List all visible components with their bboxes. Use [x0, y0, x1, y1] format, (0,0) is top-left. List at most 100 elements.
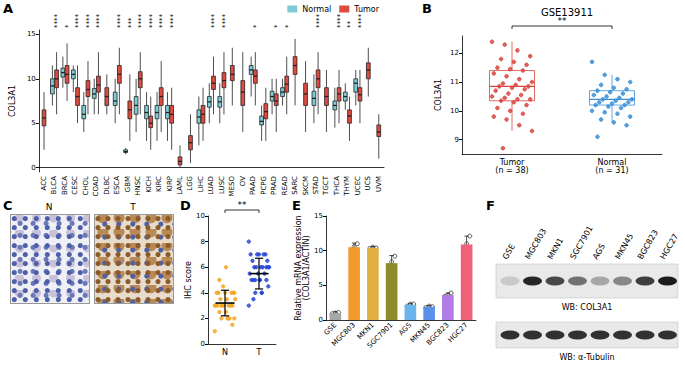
svg-text:BGC823: BGC823: [636, 228, 660, 261]
svg-text:****: ****: [71, 14, 79, 29]
svg-text:15: 15: [27, 30, 36, 38]
svg-text:11: 11: [450, 78, 459, 86]
svg-text:2: 2: [201, 314, 205, 322]
svg-text:TGCT: TGCT: [322, 175, 330, 196]
svg-text:HGC27: HGC27: [447, 321, 470, 344]
svg-text:READ: READ: [281, 176, 289, 195]
svg-text:CESC: CESC: [71, 176, 79, 195]
svg-text:GSE13911: GSE13911: [541, 7, 593, 18]
svg-text:DLBC: DLBC: [103, 176, 111, 195]
svg-text:UCS: UCS: [364, 175, 372, 190]
svg-text:GSE: GSE: [501, 242, 517, 261]
svg-text:MGC803: MGC803: [523, 227, 548, 261]
svg-text:PAAD: PAAD: [249, 176, 257, 195]
svg-text:LIHC: LIHC: [197, 176, 205, 192]
svg-text:AGS: AGS: [397, 321, 413, 337]
svg-text:10: 10: [314, 247, 323, 255]
svg-text:UCEC: UCEC: [354, 176, 362, 195]
svg-text:****: ****: [218, 14, 226, 29]
svg-text:MKN45: MKN45: [408, 321, 432, 345]
svg-text:COAD: COAD: [92, 176, 100, 196]
svg-text:0: 0: [31, 164, 35, 172]
svg-text:COL3A1: COL3A1: [8, 85, 17, 117]
svg-text:SGC7901: SGC7901: [366, 321, 395, 350]
svg-text:15: 15: [314, 212, 323, 220]
svg-text:****: ****: [333, 14, 341, 29]
svg-text:****: ****: [92, 14, 100, 29]
svg-text:****: ****: [166, 14, 174, 29]
svg-text:****: ****: [134, 14, 142, 29]
svg-text:CHOL: CHOL: [82, 176, 90, 196]
svg-text:****: ****: [312, 14, 320, 29]
svg-text:10: 10: [450, 107, 459, 115]
svg-text:BRCA: BRCA: [61, 176, 69, 195]
svg-text:12: 12: [450, 49, 459, 57]
svg-text:5: 5: [31, 119, 35, 127]
svg-text:ESCA: ESCA: [113, 176, 121, 195]
svg-text:MGC803: MGC803: [330, 321, 357, 348]
svg-text:THYM: THYM: [343, 176, 351, 197]
svg-text:****: ****: [113, 14, 121, 29]
svg-text:THCA: THCA: [333, 176, 341, 196]
svg-text:MKN45: MKN45: [613, 232, 635, 261]
svg-text:LUSC: LUSC: [218, 176, 226, 194]
svg-text:(n = 31): (n = 31): [595, 166, 628, 175]
svg-text:8: 8: [201, 238, 205, 246]
svg-text:SARC: SARC: [291, 176, 299, 195]
svg-text:IHC score: IHC score: [184, 261, 193, 299]
svg-text:OV: OV: [239, 176, 247, 186]
svg-text:STAD: STAD: [312, 176, 320, 194]
svg-text:6: 6: [201, 263, 206, 271]
svg-text:10: 10: [196, 212, 205, 220]
svg-text:AGS: AGS: [591, 242, 607, 261]
svg-text:LAML: LAML: [176, 176, 184, 195]
svg-text:N: N: [222, 348, 228, 357]
svg-text:T: T: [256, 348, 262, 357]
svg-text:COL3A1: COL3A1: [434, 79, 443, 111]
svg-text:SKCM: SKCM: [302, 176, 310, 196]
svg-text:UVM: UVM: [375, 176, 383, 192]
svg-text:KICH: KICH: [145, 176, 153, 193]
svg-text:(n = 38): (n = 38): [495, 166, 528, 175]
svg-text:SGC7901: SGC7901: [568, 224, 595, 261]
svg-text:0: 0: [319, 316, 323, 324]
svg-text:BLCA: BLCA: [50, 176, 58, 195]
svg-text:PRAD: PRAD: [270, 176, 278, 195]
svg-text:****: ****: [82, 14, 90, 29]
svg-text:0: 0: [201, 340, 205, 348]
svg-text:ACC: ACC: [40, 176, 48, 191]
svg-text:KIRP: KIRP: [166, 176, 174, 192]
svg-text:4: 4: [201, 289, 206, 297]
svg-text:HGC27: HGC27: [658, 232, 680, 261]
svg-text:(COL3A1/ACTIN): (COL3A1/ACTIN): [302, 235, 311, 300]
svg-text:Normal: Normal: [302, 5, 331, 14]
svg-text:WB: COL3A1: WB: COL3A1: [562, 303, 613, 312]
svg-text:*: *: [249, 25, 257, 29]
svg-text:**: **: [238, 200, 248, 210]
svg-text:****: ****: [354, 14, 362, 29]
svg-text:****: ****: [50, 14, 58, 29]
svg-text:*: *: [281, 25, 289, 29]
svg-text:****: ****: [207, 14, 215, 29]
svg-text:10: 10: [27, 75, 36, 83]
svg-text:Tumor: Tumor: [353, 5, 379, 14]
svg-text:BGC823: BGC823: [425, 321, 451, 347]
svg-text:**: **: [343, 21, 351, 29]
svg-text:WB: α-Tubulin: WB: α-Tubulin: [559, 353, 614, 362]
svg-text:****: ****: [155, 14, 163, 29]
svg-text:GBM: GBM: [124, 176, 132, 192]
svg-text:9: 9: [455, 136, 459, 144]
svg-text:MKN1: MKN1: [546, 236, 565, 261]
svg-text:PCPG: PCPG: [260, 176, 268, 195]
svg-text:KIRC: KIRC: [155, 176, 163, 192]
svg-text:*: *: [270, 25, 278, 29]
svg-text:MESO: MESO: [228, 176, 236, 197]
svg-text:****: ****: [145, 14, 153, 29]
svg-text:LUAD: LUAD: [207, 176, 215, 195]
svg-text:LGG: LGG: [186, 176, 194, 191]
svg-text:GSE: GSE: [322, 321, 338, 337]
svg-text:5: 5: [319, 281, 323, 289]
svg-text:*: *: [61, 25, 69, 29]
svg-text:HNSC: HNSC: [134, 176, 142, 196]
svg-text:***: ***: [124, 18, 132, 29]
